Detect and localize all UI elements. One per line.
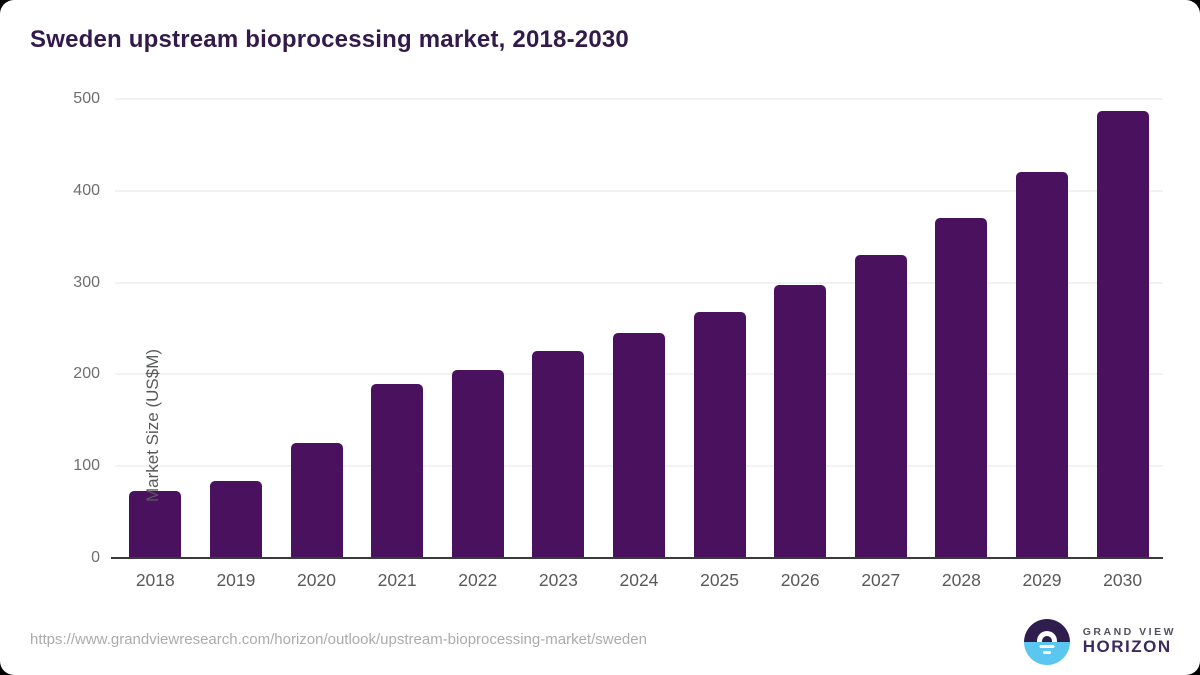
brand-logo: GRAND VIEW HORIZON	[1023, 619, 1176, 665]
bar-slot	[599, 99, 680, 558]
x-tick-label: 2024	[619, 570, 659, 590]
bar-slot	[276, 99, 357, 558]
y-tick-label: 100	[73, 457, 100, 475]
bar-2020	[290, 443, 343, 558]
bar-slot	[921, 99, 1002, 558]
x-tick-label: 2023	[538, 570, 578, 590]
bar-slot	[1082, 99, 1163, 558]
source-url: https://www.grandviewresearch.com/horizo…	[30, 631, 647, 648]
bar-2022	[451, 369, 504, 558]
gridline	[115, 98, 1163, 100]
bar-slot	[196, 99, 277, 558]
bar-2018	[129, 491, 182, 558]
x-tick-label: 2027	[861, 570, 901, 590]
bar-slot	[760, 99, 841, 558]
x-tick-label: 2019	[216, 570, 256, 590]
gridline	[115, 190, 1163, 192]
bar-slot	[357, 99, 438, 558]
bar-2029	[1016, 172, 1068, 558]
bar-2023	[532, 351, 585, 558]
bar-2027	[854, 255, 907, 558]
bar-slot	[437, 99, 518, 558]
bar-2026	[774, 285, 827, 558]
reflection-line	[1042, 651, 1051, 654]
reflection-line	[1039, 645, 1055, 648]
x-tick-label: 2030	[1103, 570, 1143, 590]
y-tick-label: 300	[73, 273, 100, 291]
bar-slot	[1002, 99, 1083, 558]
sun-arch-shape	[1036, 631, 1057, 642]
brand-logo-text: GRAND VIEW HORIZON	[1082, 625, 1176, 657]
x-tick-label: 2029	[1022, 570, 1062, 590]
y-tick-label: 0	[91, 549, 100, 566]
bar-2030	[1096, 110, 1149, 558]
sunrise-horizon-icon	[1023, 619, 1070, 665]
x-axis-line	[111, 557, 1163, 559]
bar-2028	[935, 218, 988, 558]
x-tick-label: 2026	[780, 570, 820, 590]
bar-slot	[115, 99, 196, 558]
y-axis-title: Market Size (US$M)	[143, 348, 162, 502]
gridline	[115, 282, 1163, 284]
x-tick-label: 2020	[297, 570, 336, 590]
y-tick-label: 200	[73, 365, 100, 383]
x-tick-label: 2021	[377, 570, 417, 590]
bar-2025	[693, 311, 746, 558]
bar-2021	[371, 383, 424, 558]
brand-name-bottom: HORIZON	[1082, 637, 1172, 657]
bar-2019	[209, 480, 262, 558]
x-tick-label: 2018	[135, 570, 175, 590]
x-axis-tick-labels: 2018 2019 2020 2021 2022 2023 2024 2025 2026 2027…	[115, 570, 1163, 591]
bar-series	[115, 99, 1163, 558]
x-tick-label: 2028	[941, 570, 981, 590]
x-tick-label: 2022	[458, 570, 498, 590]
plot-area: 0 100 200 300 400 500 Market Size (US$M)	[73, 90, 1163, 566]
brand-name-top: GRAND VIEW	[1082, 625, 1176, 638]
bar-slot	[679, 99, 760, 558]
y-tick-label: 500	[73, 90, 100, 107]
y-tick-label: 400	[73, 181, 100, 199]
x-tick-label: 2025	[700, 570, 740, 590]
bar-2024	[612, 333, 665, 558]
chart-title: Sweden upstream bioprocessing market, 20…	[30, 26, 629, 53]
bar-slot	[518, 99, 599, 558]
bar-slot	[840, 99, 921, 558]
